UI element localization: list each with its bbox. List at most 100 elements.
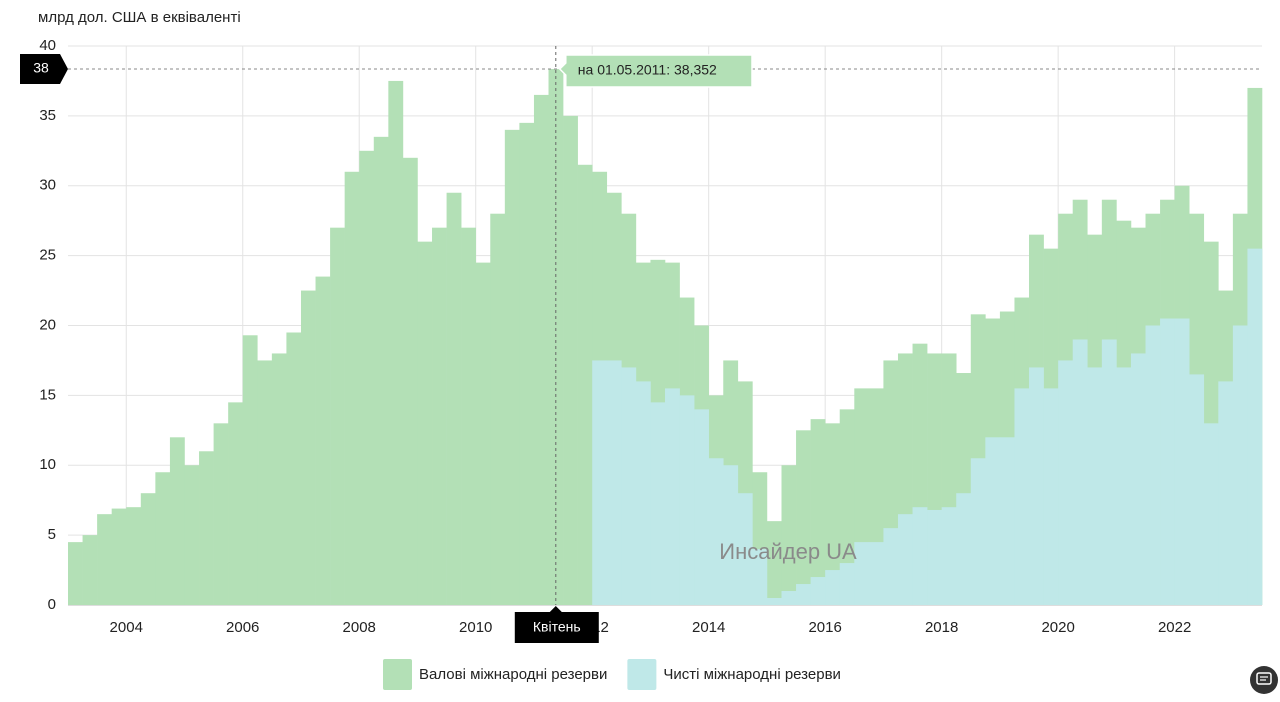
- bar: [679, 395, 695, 605]
- y-tick-label: 5: [48, 526, 56, 543]
- bar: [1232, 325, 1248, 605]
- y-tick-label: 15: [39, 386, 56, 403]
- bar: [490, 213, 506, 605]
- bar: [1189, 374, 1205, 605]
- y-tick-label: 20: [39, 316, 56, 333]
- bar: [446, 192, 462, 606]
- bar: [359, 150, 375, 605]
- bar: [344, 171, 360, 605]
- bar: [897, 514, 913, 605]
- bar: [970, 458, 986, 605]
- bar: [1029, 367, 1044, 605]
- x-tick-label: 2008: [343, 619, 376, 636]
- bar: [271, 353, 287, 605]
- bar: [796, 584, 811, 605]
- bar: [825, 570, 841, 605]
- tooltip-box: [558, 54, 753, 88]
- bar: [781, 465, 797, 605]
- bar: [563, 115, 578, 605]
- bar: [941, 507, 957, 605]
- bar: [839, 409, 855, 605]
- bar: [810, 419, 826, 605]
- bar: [300, 290, 316, 605]
- bar: [402, 157, 418, 606]
- watermark: Инсайдер UA: [719, 539, 857, 564]
- bar: [621, 367, 637, 605]
- bar: [839, 563, 855, 605]
- y-tick-label: 40: [39, 37, 56, 54]
- bar: [825, 423, 841, 605]
- bar: [883, 528, 899, 605]
- bar: [286, 332, 302, 605]
- bar: [868, 542, 884, 605]
- bar: [592, 360, 608, 605]
- bar: [1101, 339, 1117, 605]
- bar: [519, 122, 535, 606]
- bar: [766, 598, 782, 605]
- bar: [766, 521, 782, 605]
- bar: [82, 535, 98, 605]
- y-tick-label: 35: [39, 107, 56, 124]
- bar: [606, 360, 622, 605]
- bar: [723, 465, 739, 605]
- y-tick-label: 30: [39, 177, 56, 194]
- bar: [854, 542, 870, 605]
- bar: [956, 493, 972, 605]
- bar: [111, 508, 127, 605]
- bar: [1043, 388, 1059, 605]
- bar: [796, 430, 811, 605]
- bar: [737, 493, 753, 605]
- bar: [1130, 353, 1146, 605]
- bar: [417, 241, 433, 605]
- bar: [315, 276, 331, 605]
- bar: [1160, 318, 1175, 605]
- y-tick-label: 10: [39, 456, 56, 473]
- y-axis-label: млрд дол. США в еквіваленті: [38, 9, 241, 26]
- bar: [213, 423, 229, 605]
- bar: [432, 227, 447, 606]
- corner-icon[interactable]: [1250, 666, 1278, 694]
- bar: [708, 458, 724, 605]
- bar: [257, 360, 273, 605]
- bar: [1247, 248, 1263, 605]
- bar: [1203, 423, 1219, 605]
- y-tick-label: 0: [48, 596, 56, 613]
- y-crosshair-badge: [20, 54, 68, 85]
- bar: [1058, 360, 1074, 605]
- x-tick-label: 2014: [692, 619, 725, 636]
- bar: [169, 437, 185, 605]
- bar: [330, 227, 345, 606]
- legend-label: Чисті міжнародні резерви: [663, 666, 841, 683]
- legend-swatch: [627, 659, 657, 690]
- bar: [242, 335, 258, 605]
- y-tick-label: 25: [39, 247, 56, 264]
- bar: [985, 437, 1001, 605]
- bar: [1072, 339, 1088, 605]
- bar: [475, 262, 491, 605]
- bar: [912, 507, 928, 605]
- bar: [155, 472, 171, 605]
- bar: [665, 388, 680, 605]
- bar: [199, 451, 214, 605]
- bar: [1014, 388, 1030, 605]
- x-crosshair-badge: [514, 606, 599, 643]
- bar: [577, 164, 593, 605]
- x-crosshair-label: Квітень: [533, 619, 581, 635]
- bar: [635, 381, 651, 605]
- bar: [388, 80, 404, 605]
- bar: [694, 409, 709, 605]
- bar: [752, 549, 768, 605]
- bar: [504, 129, 520, 605]
- bar: [461, 227, 477, 606]
- bar: [548, 69, 564, 605]
- bar: [781, 591, 797, 605]
- bar: [1116, 367, 1132, 605]
- bar: [228, 402, 244, 605]
- x-tick-label: 2004: [110, 619, 143, 636]
- bar: [140, 493, 156, 605]
- bar: [533, 94, 549, 605]
- bar: [373, 136, 389, 605]
- bar: [810, 577, 826, 605]
- bar: [97, 514, 112, 605]
